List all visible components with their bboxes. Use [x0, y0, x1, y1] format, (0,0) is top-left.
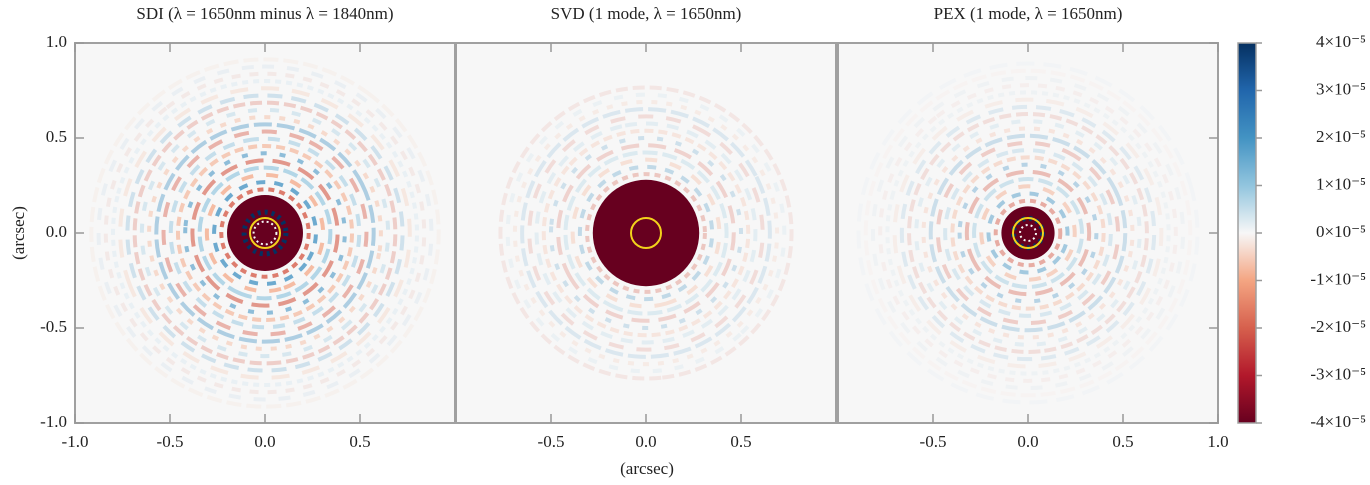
x-tick-label: -0.5: [920, 432, 947, 451]
x-tick-label: 0.5: [349, 432, 370, 451]
speckle-ring: [885, 90, 1171, 376]
speckle-ring: [972, 177, 1084, 289]
x-tick-label: 0.5: [1112, 432, 1133, 451]
x-tick-label: 0.0: [1017, 432, 1038, 451]
saturated-core: [227, 195, 303, 271]
speckle-ring: [520, 107, 772, 359]
speckle-ring: [190, 158, 340, 308]
speckle-ring: [928, 133, 1128, 333]
speckle-ring: [132, 100, 398, 366]
inner-ring: [241, 209, 289, 257]
speckle-ring: [563, 150, 729, 316]
saturated-core: [1001, 206, 1055, 260]
heatmap: [456, 43, 836, 423]
speckle-ring: [212, 180, 318, 286]
x-tick-label: 0.5: [730, 432, 751, 451]
heatmap: [75, 43, 455, 423]
colorbar-tick-label: 3×10⁻⁵: [1316, 79, 1366, 98]
x-tick-label: -1.0: [62, 432, 89, 451]
x-tick-label: 0.0: [254, 432, 275, 451]
inner-ring: [252, 220, 278, 246]
colorbar-tick-label: 0×10⁻⁵: [1316, 222, 1366, 241]
colorbar: [1237, 42, 1257, 424]
speckle-ring: [541, 128, 751, 338]
y-tick-label: 1.0: [46, 32, 67, 51]
speckle-ring: [125, 93, 405, 373]
speckle-ring: [89, 57, 441, 409]
speckle-ring: [870, 75, 1186, 391]
speckle-ring: [914, 119, 1142, 347]
speckle-ring: [534, 121, 758, 345]
inner-ring: [1019, 224, 1037, 242]
x-tick-label: 1.0: [1207, 432, 1228, 451]
colorbar-tick-label: -1×10⁻⁵: [1310, 269, 1366, 288]
x-tick-label: -0.5: [538, 432, 565, 451]
speckle-ring: [498, 85, 794, 381]
speckle-ring: [556, 143, 736, 323]
speckle-ring: [570, 157, 722, 309]
speckle-ring: [993, 198, 1063, 268]
speckle-ring: [96, 64, 434, 402]
speckle-ring: [103, 71, 427, 395]
y-tick-label: 0.5: [46, 127, 67, 146]
speckle-ring: [197, 165, 333, 301]
speckle-ring: [899, 104, 1157, 362]
speckle-ring: [577, 164, 715, 302]
colorbar-tick-label: -3×10⁻⁵: [1310, 364, 1366, 383]
speckle-ring: [219, 187, 311, 279]
speckle-ring: [175, 143, 355, 323]
heatmap: [838, 43, 1218, 423]
speckle-ring: [957, 162, 1099, 304]
x-axis-label: (arcsec): [620, 459, 674, 478]
speckle-ring: [935, 140, 1121, 326]
colorbar-tick-label: -2×10⁻⁵: [1310, 317, 1366, 336]
speckle-ring: [856, 61, 1200, 405]
reference-circle: [630, 217, 662, 249]
panel-title: SVD (1 mode, λ = 1650nm): [551, 4, 742, 23]
speckle-ring: [921, 126, 1135, 340]
colorbar-tick-label: 2×10⁻⁵: [1316, 127, 1366, 146]
reference-circle: [1012, 217, 1044, 249]
y-tick-label: -1.0: [40, 412, 67, 431]
speckle-ring: [512, 99, 780, 367]
speckle-ring: [154, 122, 376, 344]
y-tick-label: -0.5: [40, 317, 67, 336]
colorbar-tick-label: -4×10⁻⁵: [1310, 412, 1366, 431]
speckle-ring: [907, 112, 1149, 354]
x-tick-label: 0.0: [635, 432, 656, 451]
speckle-ring: [979, 184, 1077, 282]
speckle-ring: [118, 86, 412, 380]
panel-title: PEX (1 mode, λ = 1650nm): [934, 4, 1123, 23]
speckle-ring: [147, 115, 383, 351]
colorbar-tick-label: 4×10⁻⁵: [1316, 32, 1366, 51]
panel-title: SDI (λ = 1650nm minus λ = 1840nm): [136, 4, 393, 23]
x-tick-label: -0.5: [157, 432, 184, 451]
speckle-ring: [168, 136, 362, 330]
saturated-core: [592, 179, 700, 287]
speckle-ring: [950, 155, 1106, 311]
speckle-ring: [527, 114, 765, 352]
reference-circle: [249, 217, 281, 249]
speckle-ring: [986, 191, 1070, 275]
speckle-ring: [204, 172, 326, 294]
speckle-ring: [139, 107, 391, 359]
speckle-ring: [549, 135, 744, 330]
speckle-ring: [863, 68, 1193, 398]
speckle-ring: [964, 169, 1092, 297]
y-axis-label: (arcsec): [9, 206, 28, 260]
speckle-ring: [585, 172, 707, 294]
speckle-ring: [183, 151, 347, 315]
colorbar-tick-label: 1×10⁻⁵: [1316, 174, 1366, 193]
speckle-ring: [878, 83, 1178, 383]
speckle-ring: [111, 79, 419, 387]
speckle-ring: [892, 97, 1164, 369]
y-tick-label: 0.0: [46, 222, 67, 241]
speckle-ring: [161, 129, 369, 337]
